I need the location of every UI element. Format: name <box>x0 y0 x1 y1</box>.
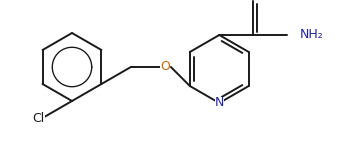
Text: NH₂: NH₂ <box>299 29 323 41</box>
Text: Cl: Cl <box>32 112 45 125</box>
Text: O: O <box>160 61 170 74</box>
Text: N: N <box>215 96 224 110</box>
